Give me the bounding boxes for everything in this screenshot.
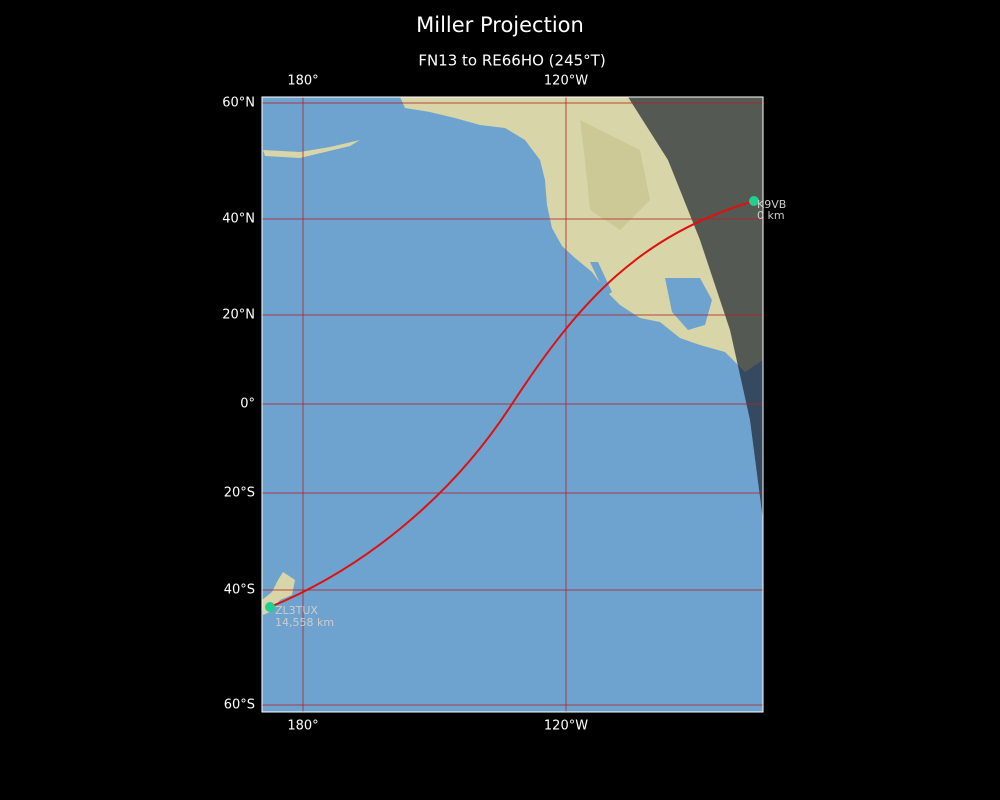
map-area	[262, 97, 763, 712]
latitude-label: 20°N	[222, 308, 255, 323]
gulf-of-california	[590, 262, 612, 296]
latitude-label: 60°N	[222, 96, 255, 111]
latitude-label: 40°N	[222, 212, 255, 227]
longitude-label: 120°W	[544, 719, 588, 734]
station-marker	[265, 602, 275, 612]
longitude-label: 120°W	[544, 74, 588, 89]
longitude-label: 180°	[287, 719, 318, 734]
map-frame	[261, 96, 764, 713]
longitude-label: 180°	[287, 74, 318, 89]
graticule	[262, 97, 763, 712]
aleutians	[263, 140, 360, 158]
title: Miller Projection	[416, 13, 584, 37]
latitude-label: 40°S	[224, 583, 255, 598]
station-call: K9VB	[757, 198, 786, 211]
great-circle-path	[269, 200, 755, 608]
plains	[580, 120, 650, 230]
latitude-label: 0°	[240, 397, 255, 412]
station-distance: 14,558 km	[275, 616, 334, 629]
station-marker	[749, 196, 759, 206]
station-distance: 0 km	[757, 209, 785, 222]
night-shading	[628, 97, 763, 520]
subtitle: FN13 to RE66HO (245°T)	[418, 52, 605, 70]
latitude-label: 60°S	[224, 698, 255, 713]
station-call: ZL3TUX	[275, 604, 318, 617]
latitude-label: 20°S	[224, 486, 255, 501]
gulf-of-mexico	[665, 278, 712, 330]
